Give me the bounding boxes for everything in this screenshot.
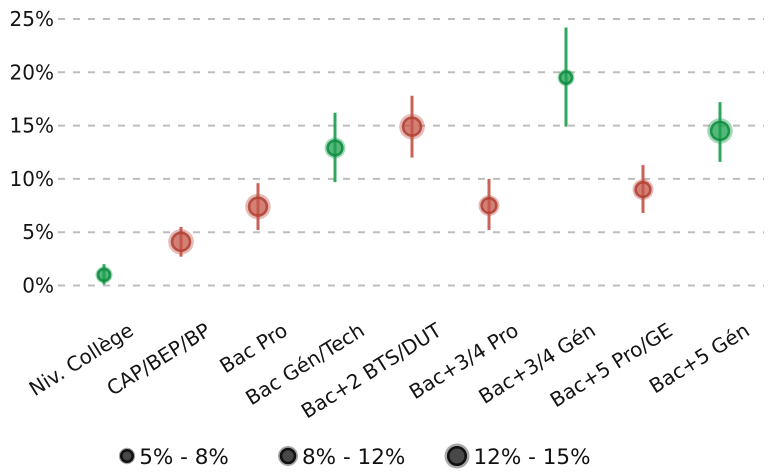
data-point[interactable] [399,113,425,140]
y-tick-label: 0% [22,274,54,298]
data-point-core [558,70,574,85]
data-point[interactable] [707,118,733,144]
x-axis-label: Bac+2 BTS/DUT [297,317,446,423]
y-tick-label: 20% [10,60,54,84]
y-tick-label: 10% [10,167,54,191]
legend-item[interactable]: 12% - 15% [444,443,591,471]
data-point[interactable] [478,195,500,217]
legend-label: 12% - 15% [474,445,591,470]
data-point[interactable] [95,266,113,284]
data-point-core [96,267,112,283]
data-point[interactable] [557,69,575,87]
data-point-core [401,116,423,137]
legend-bubble-icon [119,448,135,464]
legend-bubble-icon [279,447,297,465]
data-point-core [709,120,731,142]
legend-label: 5% - 8% [139,445,229,470]
data-point-core [480,196,498,215]
data-point[interactable] [632,179,654,201]
data-point[interactable] [324,137,346,159]
legend-item[interactable]: 5% - 8% [118,445,229,470]
data-point-core [170,231,192,253]
data-point-core [634,180,652,199]
legend-label: 8% - 12% [302,445,405,470]
data-point[interactable] [245,193,271,220]
y-tick-label: 15% [10,114,54,138]
legend-bubble-icon [446,445,468,467]
data-point-core [247,196,269,217]
legend-item[interactable]: 8% - 12% [278,445,405,470]
data-point-core [326,139,344,157]
data-point[interactable] [168,228,194,255]
y-tick-label: 5% [22,220,54,244]
y-tick-label: 25% [10,7,54,31]
